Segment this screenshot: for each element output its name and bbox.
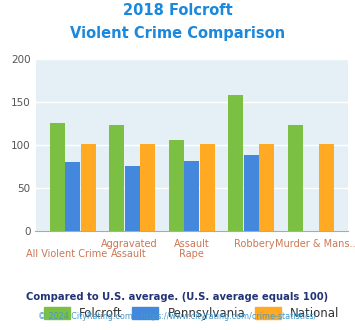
Text: Compared to U.S. average. (U.S. average equals 100): Compared to U.S. average. (U.S. average … <box>26 292 329 302</box>
Bar <box>200 144 215 231</box>
Text: Assault: Assault <box>174 239 209 249</box>
Text: Rape: Rape <box>179 249 204 259</box>
Bar <box>288 125 303 231</box>
Bar <box>319 144 334 231</box>
Bar <box>125 166 140 231</box>
Bar <box>109 125 124 231</box>
Bar <box>81 144 95 231</box>
Bar <box>184 161 199 231</box>
Text: Aggravated: Aggravated <box>101 239 158 249</box>
Text: All Violent Crime: All Violent Crime <box>26 249 107 259</box>
Bar <box>65 162 80 231</box>
Text: Assault: Assault <box>111 249 147 259</box>
Bar <box>50 123 65 231</box>
Bar <box>259 144 274 231</box>
Bar <box>140 144 155 231</box>
Text: © 2024 CityRating.com - https://www.cityrating.com/crime-statistics/: © 2024 CityRating.com - https://www.city… <box>38 312 317 321</box>
Bar <box>244 155 259 231</box>
Text: 2018 Folcroft: 2018 Folcroft <box>122 3 233 18</box>
Legend: Folcroft, Pennsylvania, National: Folcroft, Pennsylvania, National <box>39 302 344 325</box>
Text: Murder & Mans...: Murder & Mans... <box>275 239 355 249</box>
Text: Violent Crime Comparison: Violent Crime Comparison <box>70 26 285 41</box>
Bar <box>228 95 243 231</box>
Text: Robbery: Robbery <box>234 239 274 249</box>
Bar <box>169 140 184 231</box>
